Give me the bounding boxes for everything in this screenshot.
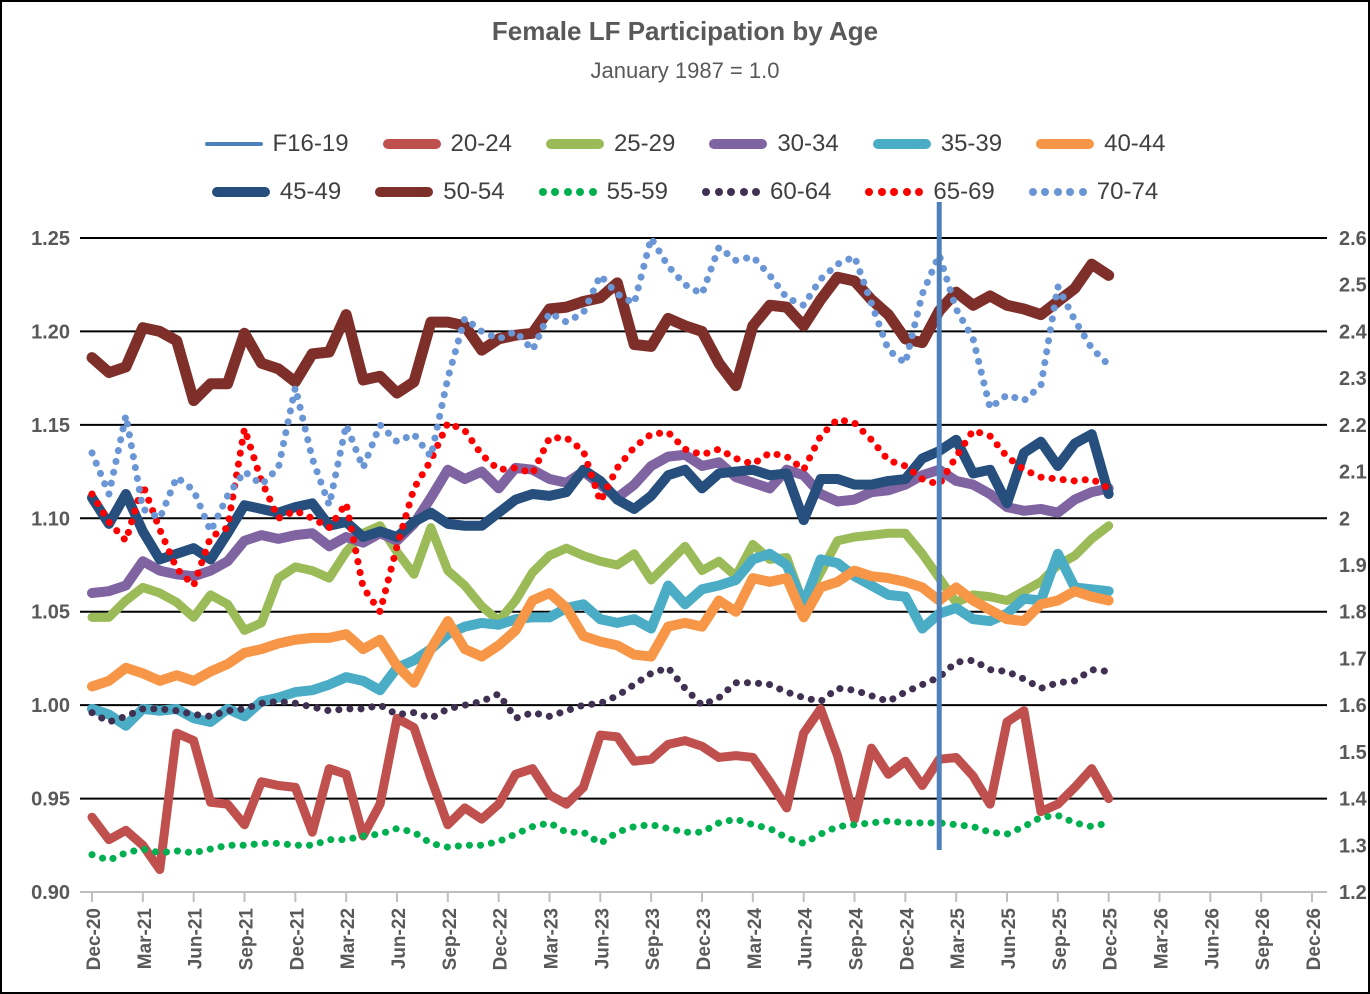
x-axis-label: Dec-23 <box>694 908 715 970</box>
legend-label: 50-54 <box>443 178 505 205</box>
legend-item-f16-19: F16-19 <box>204 130 349 158</box>
legend-label: 70-74 <box>1096 178 1159 205</box>
legend-swatch-55-59-icon <box>538 187 597 197</box>
y-axis-left-label: 1.05 <box>31 602 70 624</box>
y-axis-right-label: 1.5 <box>1339 742 1367 764</box>
x-axis-label: Mar-23 <box>542 908 563 969</box>
legend-item-60-64: 60-64 <box>702 178 831 206</box>
y-axis-right-label: 2.3 <box>1339 368 1367 390</box>
legend-label: 55-59 <box>606 178 668 205</box>
legend-swatch-50-54-icon <box>375 187 434 197</box>
y-axis-right-label: 1.8 <box>1339 602 1367 624</box>
x-axis-label: Mar-22 <box>338 908 359 969</box>
legend-item-35-39: 35-39 <box>872 130 1003 158</box>
legend-label: F16-19 <box>272 130 349 157</box>
x-axis-label: Mar-26 <box>1152 908 1173 969</box>
y-axis-right-label: 1.4 <box>1339 789 1368 811</box>
legend-swatch-30-34-icon <box>709 139 768 149</box>
legend-item-70-74: 70-74 <box>1028 178 1159 206</box>
x-axis-label: Sep-26 <box>1253 908 1274 970</box>
legend-swatch-20-24-icon <box>382 139 441 149</box>
x-axis-label: Jun-26 <box>1202 908 1223 969</box>
x-axis-label: Sep-25 <box>1050 908 1071 971</box>
legend-item-30-34: 30-34 <box>709 130 839 158</box>
x-axis-label: Sep-22 <box>440 908 461 970</box>
y-axis-left-label: 0.95 <box>31 789 70 811</box>
y-axis-right-label: 1.7 <box>1339 648 1367 670</box>
x-axis-label: Jun-25 <box>999 908 1020 970</box>
y-axis-right-label: 2 <box>1339 508 1350 530</box>
legend-label: 45-49 <box>279 178 342 205</box>
x-axis-label: Sep-24 <box>847 908 868 971</box>
x-axis-label: Jun-22 <box>389 908 410 969</box>
legend-swatch-f16-19-icon <box>204 142 263 146</box>
legend-swatch-60-64-icon <box>702 187 760 197</box>
x-axis-label: Sep-21 <box>237 908 258 971</box>
x-axis-label: Jun-24 <box>796 908 817 970</box>
x-axis-label: Sep-23 <box>643 908 664 970</box>
y-axis-right-label: 1.2 <box>1339 882 1367 904</box>
legend-row-2: 45-49 50-54 55-59 60-64 65-69 70-74 <box>2 168 1368 216</box>
x-axis-label: Jun-23 <box>592 908 613 969</box>
legend-swatch-35-39-icon <box>872 139 931 149</box>
legend-item-65-69: 65-69 <box>865 178 995 206</box>
legend-label: 25-29 <box>613 130 676 157</box>
legend-swatch-65-69-icon <box>865 187 924 197</box>
x-axis-label: Dec-24 <box>897 908 918 971</box>
y-axis-left-label: 1.25 <box>31 228 70 250</box>
x-axis-label: Mar-25 <box>948 908 969 970</box>
x-axis-label: Dec-20 <box>84 908 105 970</box>
y-axis-left-label: 1.15 <box>31 415 70 437</box>
legend-item-50-54: 50-54 <box>375 178 505 206</box>
legend-swatch-70-74-icon <box>1028 187 1087 197</box>
x-axis-label: Mar-24 <box>745 908 766 970</box>
legend-item-45-49: 45-49 <box>211 178 342 206</box>
y-axis-left-label: 1.10 <box>31 508 70 530</box>
chart-legend: F16-19 20-24 25-29 30-34 35-39 40-44 45-49 50-… <box>2 120 1368 216</box>
x-axis-label: Dec-26 <box>1304 908 1325 970</box>
legend-swatch-40-44-icon <box>1036 139 1095 149</box>
y-axis-right-label: 1.9 <box>1339 555 1367 577</box>
legend-label: 40-44 <box>1104 130 1166 157</box>
y-axis-right-label: 2.2 <box>1339 415 1367 437</box>
legend-label: 65-69 <box>933 178 995 205</box>
x-axis-label: Dec-21 <box>287 908 308 971</box>
legend-label: 20-24 <box>450 130 512 157</box>
legend-row-1: F16-19 20-24 25-29 30-34 35-39 40-44 <box>2 120 1368 168</box>
y-axis-right-label: 1.3 <box>1339 835 1367 857</box>
chart-title: Female LF Participation by Age <box>491 16 879 46</box>
x-axis-label: Mar-21 <box>135 908 156 970</box>
x-axis-label: Dec-22 <box>491 908 512 970</box>
y-axis-left-label: 1.20 <box>31 321 70 343</box>
legend-label: 60-64 <box>770 178 832 205</box>
legend-label: 30-34 <box>777 130 839 157</box>
series-line-60-64 <box>88 656 1113 726</box>
y-axis-right-label: 2.1 <box>1339 462 1367 484</box>
y-axis-right-label: 2.6 <box>1339 228 1367 250</box>
legend-swatch-45-49-icon <box>211 187 270 197</box>
y-axis-right-label: 2.5 <box>1339 275 1367 297</box>
y-axis-left-label: 0.90 <box>31 882 70 904</box>
legend-swatch-25-29-icon <box>545 139 604 149</box>
legend-item-20-24: 20-24 <box>382 130 512 158</box>
y-axis-right-label: 2.4 <box>1339 321 1368 343</box>
x-axis-label: Jun-21 <box>186 908 207 970</box>
legend-item-25-29: 25-29 <box>545 130 676 158</box>
legend-item-40-44: 40-44 <box>1036 130 1166 158</box>
chart-subtitle: January 1987 = 1.0 <box>590 58 780 83</box>
x-axis-label: Dec-25 <box>1101 908 1122 971</box>
y-axis-left-label: 1.00 <box>31 695 70 717</box>
y-axis-right-label: 1.6 <box>1339 695 1367 717</box>
legend-item-55-59: 55-59 <box>538 178 668 206</box>
legend-label: 35-39 <box>940 130 1003 157</box>
